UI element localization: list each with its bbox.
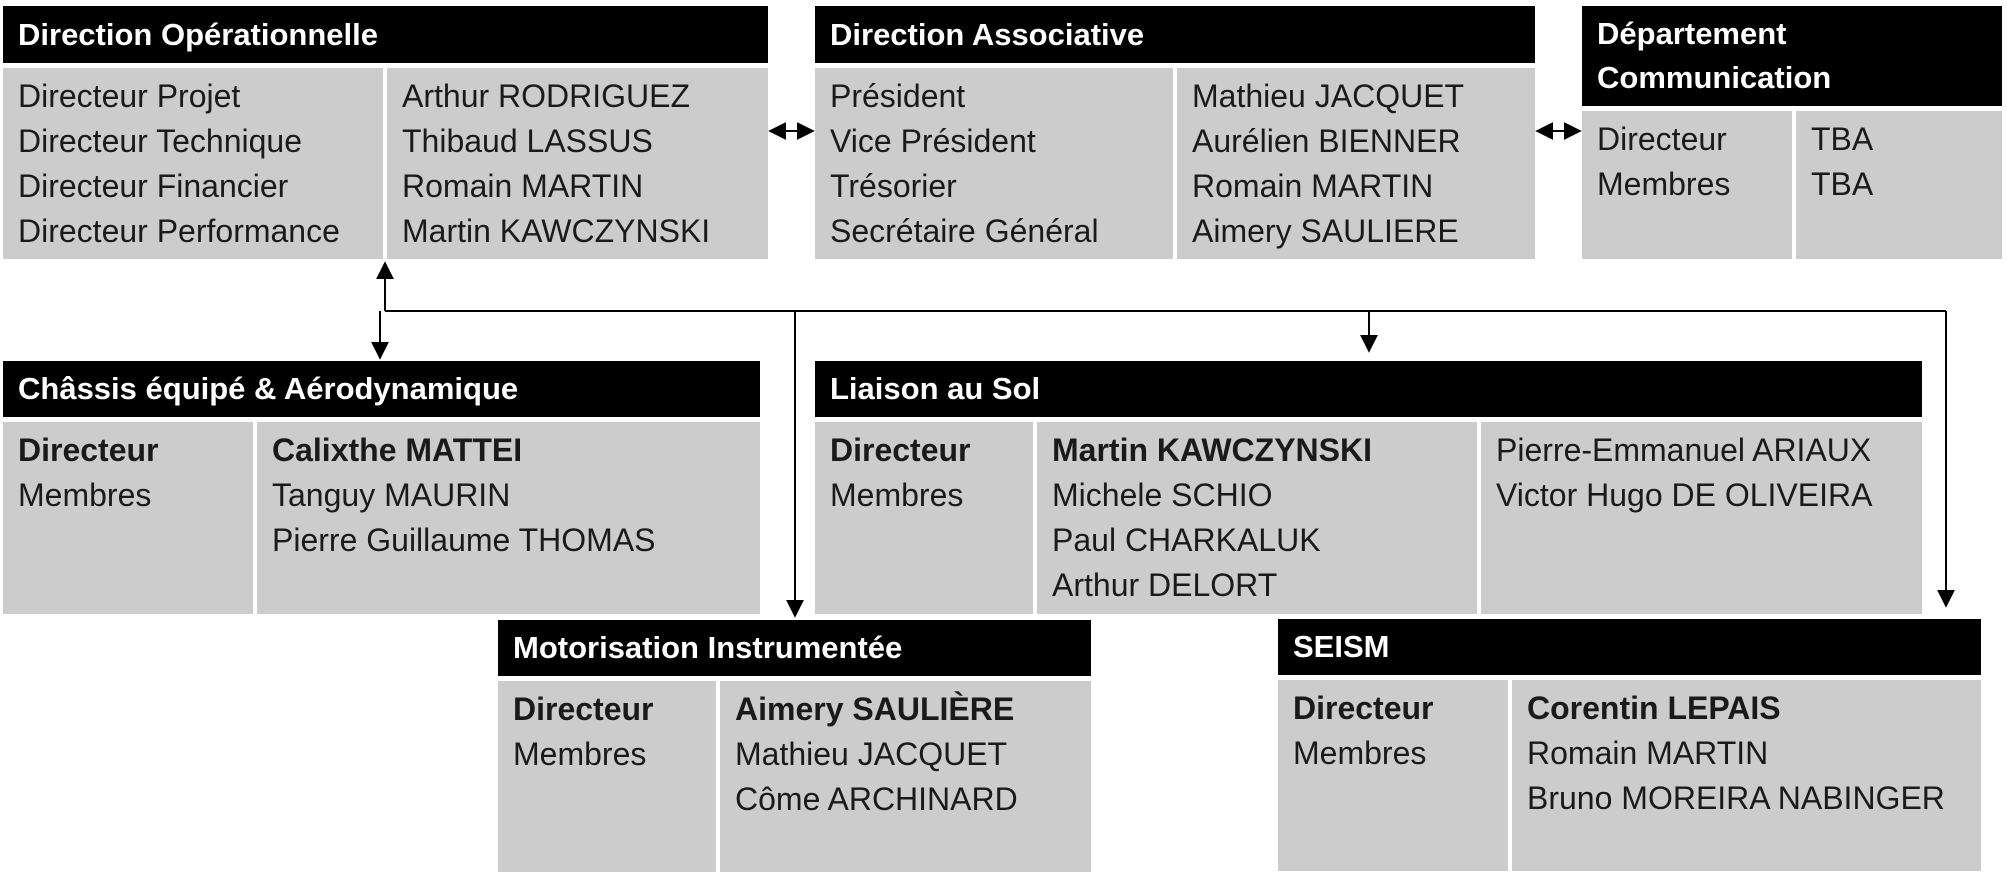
member-name: Arthur RODRIGUEZ: [402, 78, 691, 114]
role: Directeur: [1293, 690, 1434, 726]
member-name: Thibaud LASSUS: [402, 123, 653, 159]
chassis-title: Châssis équipé & Aérodynamique: [3, 361, 760, 417]
departement-communication-box: Département Communication Directeur Memb…: [1582, 6, 2002, 259]
motorisation-roles: Directeur Membres: [498, 681, 716, 872]
liaison-names: Martin KAWCZYNSKI Michele SCHIO Paul CHA…: [1037, 422, 1477, 614]
role: Directeur Technique: [18, 123, 303, 159]
motorisation-title: Motorisation Instrumentée: [498, 620, 1091, 676]
direction-operationnelle-roles: Directeur Projet Directeur Technique Dir…: [3, 68, 383, 259]
member-name: TBA: [1811, 121, 1874, 157]
member-name: Bruno MOREIRA NABINGER: [1527, 780, 1945, 816]
seism-names: Corentin LEPAIS Romain MARTIN Bruno MORE…: [1512, 680, 1981, 871]
member-name: TBA: [1811, 166, 1874, 202]
role: Président: [830, 78, 966, 114]
director-name: Aimery SAULIÈRE: [735, 691, 1015, 727]
member-name: Pierre Guillaume THOMAS: [272, 522, 656, 558]
liaison-box: Liaison au Sol Directeur Membres Martin …: [815, 361, 1922, 614]
member-name: Paul CHARKALUK: [1052, 522, 1321, 558]
member-name: Mathieu JACQUET: [1192, 78, 1465, 114]
role: Directeur Financier: [18, 168, 289, 204]
member-name: Mathieu JACQUET: [735, 736, 1008, 772]
direction-associative-title: Direction Associative: [815, 6, 1535, 63]
direction-operationnelle-names: Arthur RODRIGUEZ Thibaud LASSUS Romain M…: [387, 68, 768, 259]
direction-operationnelle-box: Direction Opérationnelle Directeur Proje…: [3, 6, 768, 259]
role: Directeur: [830, 432, 971, 468]
role: Trésorier: [830, 168, 957, 204]
role: Directeur: [1597, 121, 1727, 157]
member-name: Pierre-Emmanuel ARIAUX: [1496, 432, 1872, 468]
role: Directeur Projet: [18, 78, 241, 114]
role: Membres: [18, 477, 152, 513]
seism-title: SEISM: [1278, 619, 1981, 675]
member-name: Aurélien BIENNER: [1192, 123, 1461, 159]
role: Directeur: [18, 432, 159, 468]
member-name: Michele SCHIO: [1052, 477, 1273, 513]
role: Membres: [1597, 166, 1731, 202]
director-name: Corentin LEPAIS: [1527, 690, 1781, 726]
director-name: Calixthe MATTEI: [272, 432, 523, 468]
liaison-title: Liaison au Sol: [815, 361, 1922, 417]
role: Membres: [513, 736, 647, 772]
motorisation-names: Aimery SAULIÈRE Mathieu JACQUET Côme ARC…: [720, 681, 1091, 872]
member-name: Côme ARCHINARD: [735, 781, 1018, 817]
motorisation-box: Motorisation Instrumentée Directeur Memb…: [498, 620, 1091, 872]
member-name: Tanguy MAURIN: [272, 477, 511, 513]
member-name: Victor Hugo DE OLIVEIRA: [1496, 477, 1873, 513]
departement-communication-roles: Directeur Membres: [1582, 111, 1792, 259]
role: Membres: [830, 477, 964, 513]
departement-communication-names: TBA TBA: [1796, 111, 2002, 259]
direction-associative-box: Direction Associative Président Vice Pré…: [815, 6, 1535, 259]
member-name: Aimery SAULIERE: [1192, 213, 1459, 249]
role: Secrétaire Général: [830, 213, 1099, 249]
liaison-names-extra: Pierre-Emmanuel ARIAUX Victor Hugo DE OL…: [1481, 422, 1922, 614]
direction-associative-names: Mathieu JACQUET Aurélien BIENNER Romain …: [1177, 68, 1535, 259]
departement-communication-title: Département Communication: [1582, 6, 2002, 106]
chassis-roles: Directeur Membres: [3, 422, 253, 614]
member-name: Romain MARTIN: [402, 168, 644, 204]
direction-associative-roles: Président Vice Président Trésorier Secré…: [815, 68, 1173, 259]
chassis-box: Châssis équipé & Aérodynamique Directeur…: [3, 361, 760, 614]
member-name: Romain MARTIN: [1192, 168, 1434, 204]
member-name: Arthur DELORT: [1052, 567, 1278, 603]
seism-box: SEISM Directeur Membres Corentin LEPAIS …: [1278, 619, 1981, 871]
role: Membres: [1293, 735, 1427, 771]
seism-roles: Directeur Membres: [1278, 680, 1508, 871]
director-name: Martin KAWCZYNSKI: [1052, 432, 1372, 468]
role: Directeur: [513, 691, 654, 727]
direction-operationnelle-title: Direction Opérationnelle: [3, 6, 768, 63]
role: Vice Président: [830, 123, 1036, 159]
chassis-names: Calixthe MATTEI Tanguy MAURIN Pierre Gui…: [257, 422, 760, 614]
member-name: Romain MARTIN: [1527, 735, 1769, 771]
liaison-roles: Directeur Membres: [815, 422, 1033, 614]
role: Directeur Performance: [18, 213, 340, 249]
member-name: Martin KAWCZYNSKI: [402, 213, 711, 249]
